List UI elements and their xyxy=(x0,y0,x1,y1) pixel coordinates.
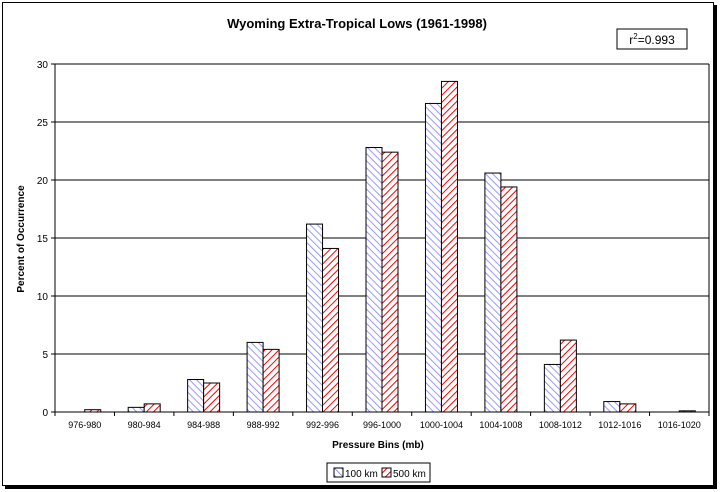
x-tick-labels: 976-980 980-984 984-988 988-992 992-996 996-1… xyxy=(54,412,710,430)
bar-100km xyxy=(246,341,264,413)
legend-swatch-500km xyxy=(381,467,392,478)
bar-500km xyxy=(143,403,161,413)
legend: 100 km 500 km xyxy=(326,462,431,483)
x-tick-label: 976-980 xyxy=(68,420,101,430)
x-tick-label: 1000-1004 xyxy=(420,420,463,430)
bar-100km xyxy=(127,406,145,413)
bar-100km xyxy=(365,147,383,413)
bar-500km xyxy=(619,403,637,413)
bar-100km xyxy=(603,401,621,413)
x-tick-label: 992-996 xyxy=(306,420,339,430)
chart-svg: Wyoming Extra-Tropical Lows (1961-1998) … xyxy=(16,16,710,483)
x-tick-label: 988-992 xyxy=(247,420,280,430)
legend-label-500km: 500 km xyxy=(393,469,426,480)
y-tick-label: 5 xyxy=(42,350,48,361)
y-tick-labels: 0 5 10 15 20 25 30 xyxy=(37,60,55,419)
x-tick-label: 1016-1020 xyxy=(658,420,701,430)
bar-100km xyxy=(424,102,442,413)
x-axis-label: Pressure Bins (mb) xyxy=(332,440,424,451)
y-tick-label: 10 xyxy=(37,292,49,303)
r-squared-label: r2=0.993 xyxy=(629,32,675,47)
bar-500km xyxy=(559,339,577,413)
chart-frame: Wyoming Extra-Tropical Lows (1961-1998) … xyxy=(2,2,714,486)
bar-500km xyxy=(322,247,340,413)
bar-100km xyxy=(187,379,205,413)
x-tick-label: 984-988 xyxy=(187,420,220,430)
x-tick-label: 1004-1008 xyxy=(479,420,522,430)
bar-500km xyxy=(440,80,458,413)
y-tick-label: 15 xyxy=(37,234,49,245)
x-tick-label: 980-984 xyxy=(128,420,161,430)
x-tick-label: 1008-1012 xyxy=(539,420,582,430)
bar-500km xyxy=(381,151,399,413)
bar-series xyxy=(84,80,696,413)
y-tick-label: 30 xyxy=(37,60,49,71)
bar-500km xyxy=(500,186,518,413)
x-tick-label: 1012-1016 xyxy=(598,420,641,430)
bar-100km xyxy=(543,363,561,413)
y-tick-label: 20 xyxy=(37,176,49,187)
r-squared-box: r2=0.993 xyxy=(616,28,688,50)
y-axis-label: Percent of Occurrence xyxy=(16,185,27,293)
bar-500km xyxy=(203,382,221,413)
y-tick-label: 0 xyxy=(42,408,48,419)
x-tick-label: 996-1000 xyxy=(363,420,401,430)
bar-500km xyxy=(262,348,280,413)
legend-label-100km: 100 km xyxy=(345,469,378,480)
bar-100km xyxy=(306,223,324,413)
y-tick-label: 25 xyxy=(37,118,49,129)
chart-title: Wyoming Extra-Tropical Lows (1961-1998) xyxy=(227,16,487,31)
legend-swatch-100km xyxy=(333,467,344,478)
bar-100km xyxy=(484,172,502,413)
